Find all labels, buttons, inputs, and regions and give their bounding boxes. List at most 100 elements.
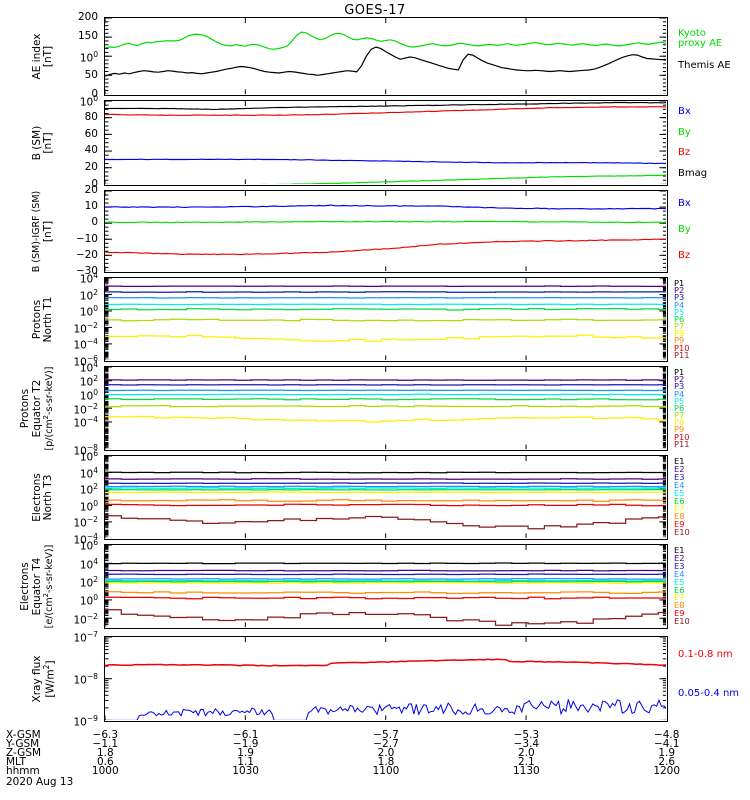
legend-entry-e6: E6 (674, 495, 685, 506)
axis-row-value: 1.1 (237, 756, 254, 768)
data-series-line (105, 562, 667, 565)
data-series-line (105, 573, 667, 576)
y-tick-label: 102 (79, 482, 98, 497)
legend-entry-p1: P1 (674, 278, 685, 288)
data-series-line (105, 46, 667, 77)
legend-entry-e5: E5 (674, 576, 685, 587)
axis-row-value: −2.7 (373, 738, 399, 750)
data-series-line (105, 491, 667, 494)
data-series-line (105, 220, 667, 224)
y-tick-label: 10−7 (73, 630, 98, 645)
legend-entry-themisae: Themis AE (678, 60, 731, 72)
panel-ae-index (104, 17, 668, 96)
data-series-line (105, 204, 667, 210)
legend-entry-bmag: Bmag (678, 167, 708, 179)
legend-entry-e7: E7 (674, 592, 685, 603)
data-series-line (105, 307, 667, 311)
legend-entry-p11: P11 (674, 438, 690, 449)
axis-row-label-hhmm: hhmm (6, 765, 40, 777)
data-series-line (105, 579, 667, 582)
data-series-line (105, 515, 667, 530)
axis-row-value: −5.3 (513, 729, 540, 741)
legend-entry-e2: E2 (674, 463, 685, 474)
axis-row-value: −6.3 (92, 729, 119, 741)
y-tick-label: 100 (79, 498, 98, 514)
y-tick-label: 10−6 (73, 353, 98, 369)
legend-entry-e9: E9 (674, 519, 685, 530)
data-series-line (105, 577, 667, 580)
data-series-line (105, 503, 667, 507)
y-tick-label: 60 (84, 127, 98, 140)
legend-entry-e1: E1 (674, 456, 685, 466)
legend-entry-p4: P4 (674, 299, 685, 310)
data-series-line (105, 334, 667, 342)
panel-plot-canvas (105, 367, 667, 450)
axis-row-value: −6.1 (232, 729, 259, 741)
panel-plot-canvas (105, 101, 667, 185)
legend-entry-e2: E2 (674, 552, 685, 563)
panel-plot-canvas (105, 278, 667, 361)
axis-row-value: 1130 (512, 765, 540, 777)
y-tick-label: 100 (79, 387, 98, 403)
y-tick-label: 104 (79, 556, 98, 572)
legend-entry-e3: E3 (674, 560, 685, 571)
y-tick-label: 100 (79, 593, 98, 608)
legend-entry-by: By (678, 126, 691, 138)
y-axis-label: [nT] (42, 220, 54, 243)
axis-row-value: −5.7 (373, 729, 399, 741)
axis-row-value: −4.8 (653, 729, 680, 741)
data-series-line (105, 658, 667, 667)
y-axis-label: Xray flux (30, 655, 43, 703)
y-tick-label: 104 (79, 465, 98, 481)
legend-entry-p3: P3 (674, 292, 685, 303)
data-series-line (105, 471, 667, 474)
legend-entry-bz: Bz (678, 249, 691, 261)
legend-entry-0.1-0.8nm: 0.1-0.8 nm (678, 648, 733, 660)
y-tick-label: 100 (79, 304, 98, 319)
y-axis-label: North T3 (42, 474, 54, 521)
legend-entry-e7: E7 (674, 503, 685, 514)
y-tick-label: 10−2 (73, 515, 98, 530)
panel-b-sm-igrf (104, 190, 668, 273)
legend-entry-p1: P1 (674, 367, 685, 377)
data-series-line (105, 415, 667, 423)
y-axis-label: Protons (19, 388, 31, 429)
axis-row-value: 2.0 (517, 747, 535, 759)
axis-row-label-y-gsm: Y-GSM (6, 738, 40, 750)
y-axis-label: North T1 (42, 296, 54, 343)
legend-entry-p5: P5 (674, 395, 685, 406)
data-series-line (105, 158, 667, 165)
panel-plot-canvas (105, 18, 667, 95)
y-tick-label: 10−9 (73, 713, 98, 729)
axis-row-value: 1.9 (658, 747, 676, 759)
axis-row-value: 0.6 (96, 756, 114, 768)
y-tick-label: 106 (79, 538, 98, 553)
legend-entry-p7: P7 (674, 321, 685, 332)
y-axis-label: [W/m2] (42, 660, 57, 698)
data-series-line (105, 478, 667, 480)
legend-entry-p9: P9 (674, 335, 685, 346)
legend-entry-e8: E8 (674, 600, 685, 611)
y-tick-label: 102 (79, 574, 98, 590)
legend-entry-p6: P6 (674, 313, 685, 324)
axis-row-value: 1.9 (237, 747, 254, 759)
y-tick-label: 50 (84, 68, 98, 81)
legend-entry-e9: E9 (674, 608, 685, 619)
legend-entry-p4: P4 (674, 388, 685, 399)
y-tick-label: 20 (84, 184, 98, 197)
panel-protons-equator-t2 (104, 366, 668, 451)
data-series-line (105, 318, 667, 322)
axis-row-value: 1000 (91, 765, 119, 777)
data-series-line (105, 404, 667, 408)
legend-entry-e8: E8 (674, 511, 685, 522)
axis-row-value: −4.1 (653, 738, 680, 750)
y-tick-label: 100 (79, 49, 98, 65)
y-axis-label: [nT] (42, 132, 54, 154)
legend-entry-p2: P2 (674, 374, 685, 385)
panel-protons-north-t1 (104, 277, 668, 362)
legend-entry-p5: P5 (674, 306, 685, 317)
axis-row-label-mlt: MLT (6, 756, 26, 768)
axis-row-value: −1.1 (92, 738, 119, 750)
data-series-line (105, 591, 667, 595)
y-axis-label: [p/(cm2-s-sr-keV)] (42, 366, 56, 451)
